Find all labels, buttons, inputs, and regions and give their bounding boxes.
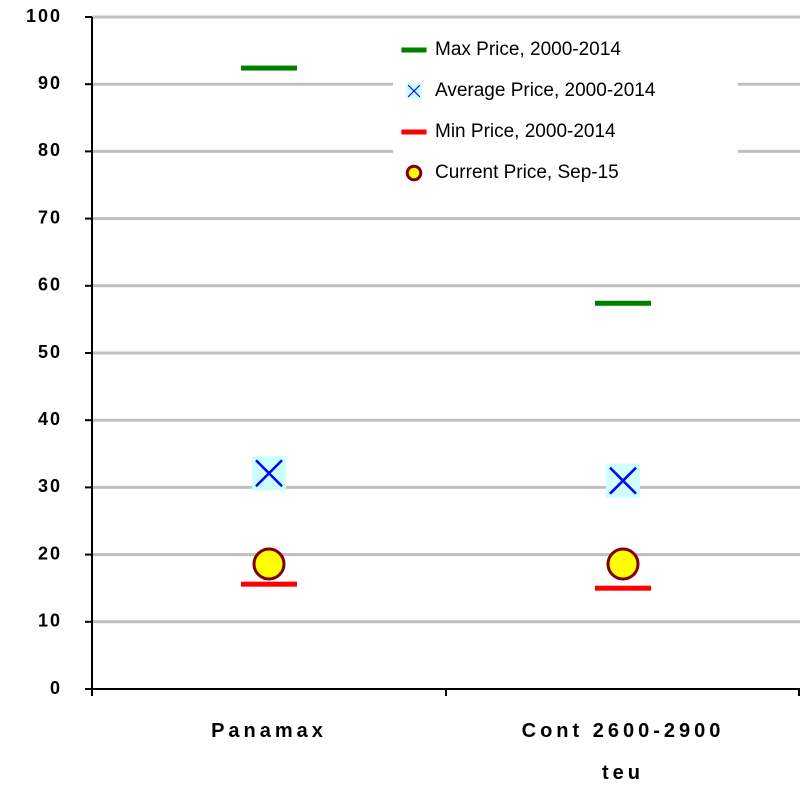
legend: Max Price, 2000-2014 Average Price, 2000-… <box>393 34 738 192</box>
y-tick-label: 90 <box>38 73 62 93</box>
legend-label: Current Price, Sep-15 <box>435 162 619 183</box>
y-tick-label: 20 <box>38 543 62 563</box>
max-min-dash <box>241 581 297 587</box>
y-tick-label: 0 <box>50 678 62 698</box>
max-min-dash <box>241 65 297 71</box>
max-min-dash <box>401 47 427 53</box>
avg-marker <box>252 456 286 491</box>
y-tick-label: 100 <box>26 6 62 26</box>
y-tick-label: 70 <box>38 207 62 227</box>
max-min-dash <box>401 129 427 135</box>
legend-bg <box>393 34 738 192</box>
avg-marker-x <box>255 459 283 488</box>
y-tick-label: 50 <box>38 342 62 362</box>
avg-marker <box>406 83 422 99</box>
max-min-dash <box>595 300 651 306</box>
avg-marker <box>606 463 640 498</box>
current-marker <box>252 547 286 581</box>
y-tick-label: 10 <box>38 611 62 631</box>
avg-marker-x <box>407 84 421 98</box>
current-marker <box>405 164 423 182</box>
x-tick-label: Panamax <box>211 720 327 742</box>
legend-label: Max Price, 2000-2014 <box>435 39 621 60</box>
legend-label: Average Price, 2000-2014 <box>435 80 656 101</box>
y-tick-label: 40 <box>38 409 62 429</box>
max-min-dash <box>595 585 651 591</box>
x-tick-label: Cont 2600-2900 teu <box>521 720 725 784</box>
y-tick-label: 80 <box>38 140 62 160</box>
y-tick-label: 30 <box>38 476 62 496</box>
y-tick-label: 60 <box>38 275 62 295</box>
avg-marker-x <box>609 466 637 495</box>
current-marker <box>606 547 640 581</box>
legend-label: Min Price, 2000-2014 <box>435 121 616 142</box>
